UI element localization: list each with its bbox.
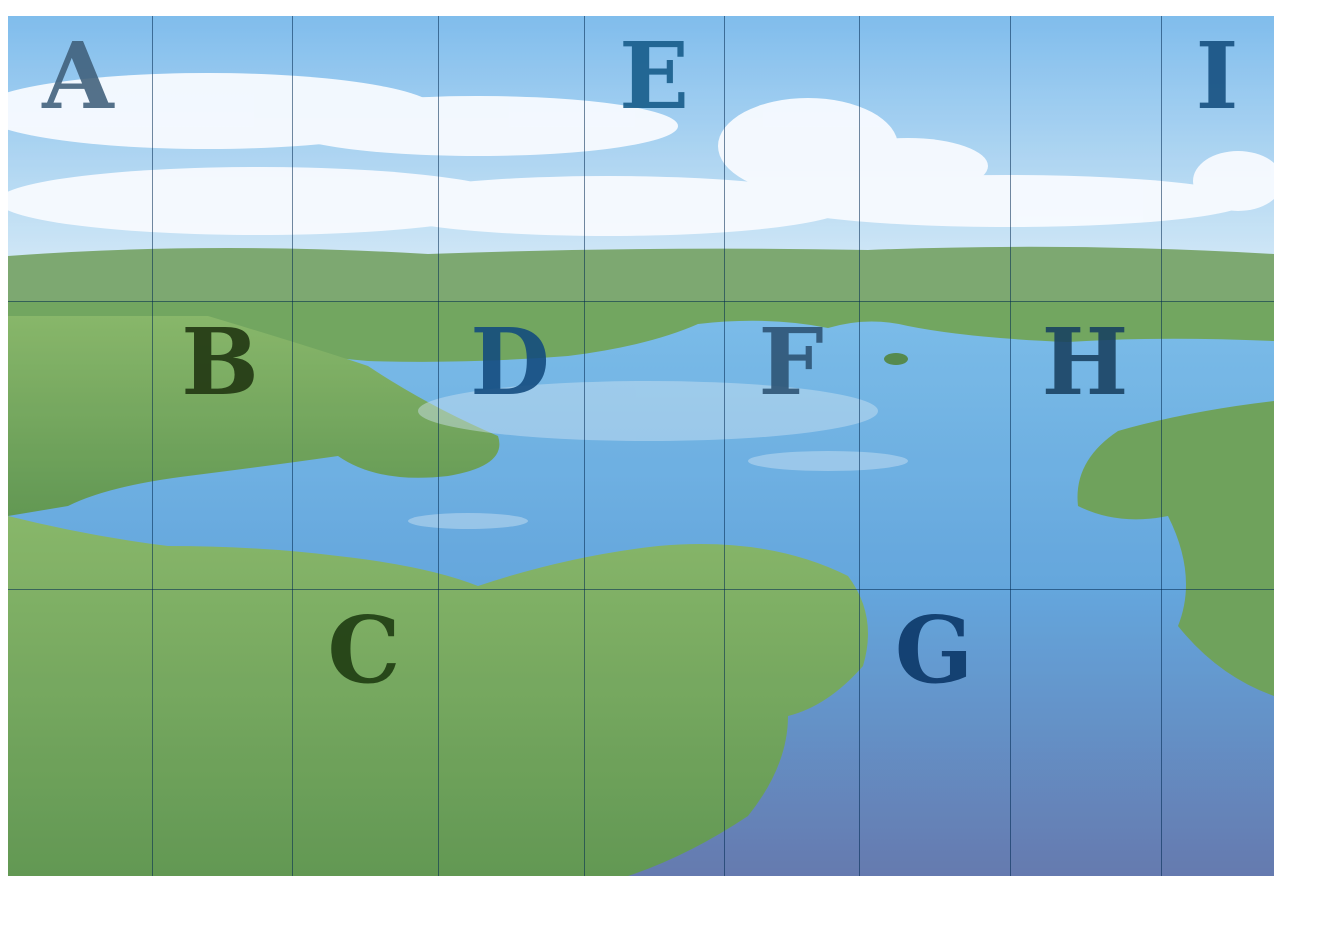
lake-forest-landscape-image: [8, 16, 1274, 876]
grid-line-vertical: [1010, 16, 1011, 876]
cell-label-h[interactable]: H: [1041, 308, 1129, 416]
grid-line-horizontal: [8, 589, 1274, 590]
cell-label-d[interactable]: D: [470, 308, 550, 416]
clouds: [8, 73, 1274, 236]
grid-line-vertical: [584, 16, 585, 876]
grid-line-vertical: [438, 16, 439, 876]
far-forest: [8, 301, 1274, 362]
cell-label-e[interactable]: E: [618, 22, 690, 130]
cell-label-g[interactable]: G: [894, 596, 974, 704]
landscape-puzzle-image: A B C D E F G H I: [8, 16, 1274, 876]
cell-label-i[interactable]: I: [1195, 22, 1239, 130]
right-island: [1077, 401, 1274, 696]
grid-line-vertical: [1161, 16, 1162, 876]
grid-line-horizontal: [8, 301, 1274, 302]
cell-label-b[interactable]: B: [181, 308, 259, 416]
grid-line-vertical: [292, 16, 293, 876]
cell-label-f[interactable]: F: [758, 308, 824, 416]
cell-label-a[interactable]: A: [42, 22, 114, 130]
grid-line-vertical: [724, 16, 725, 876]
small-island: [884, 353, 908, 365]
grid-line-vertical: [859, 16, 860, 876]
left-peninsula: [8, 316, 500, 516]
grid-line-vertical: [152, 16, 153, 876]
far-hills: [8, 246, 1274, 316]
cell-label-c[interactable]: C: [327, 596, 401, 704]
